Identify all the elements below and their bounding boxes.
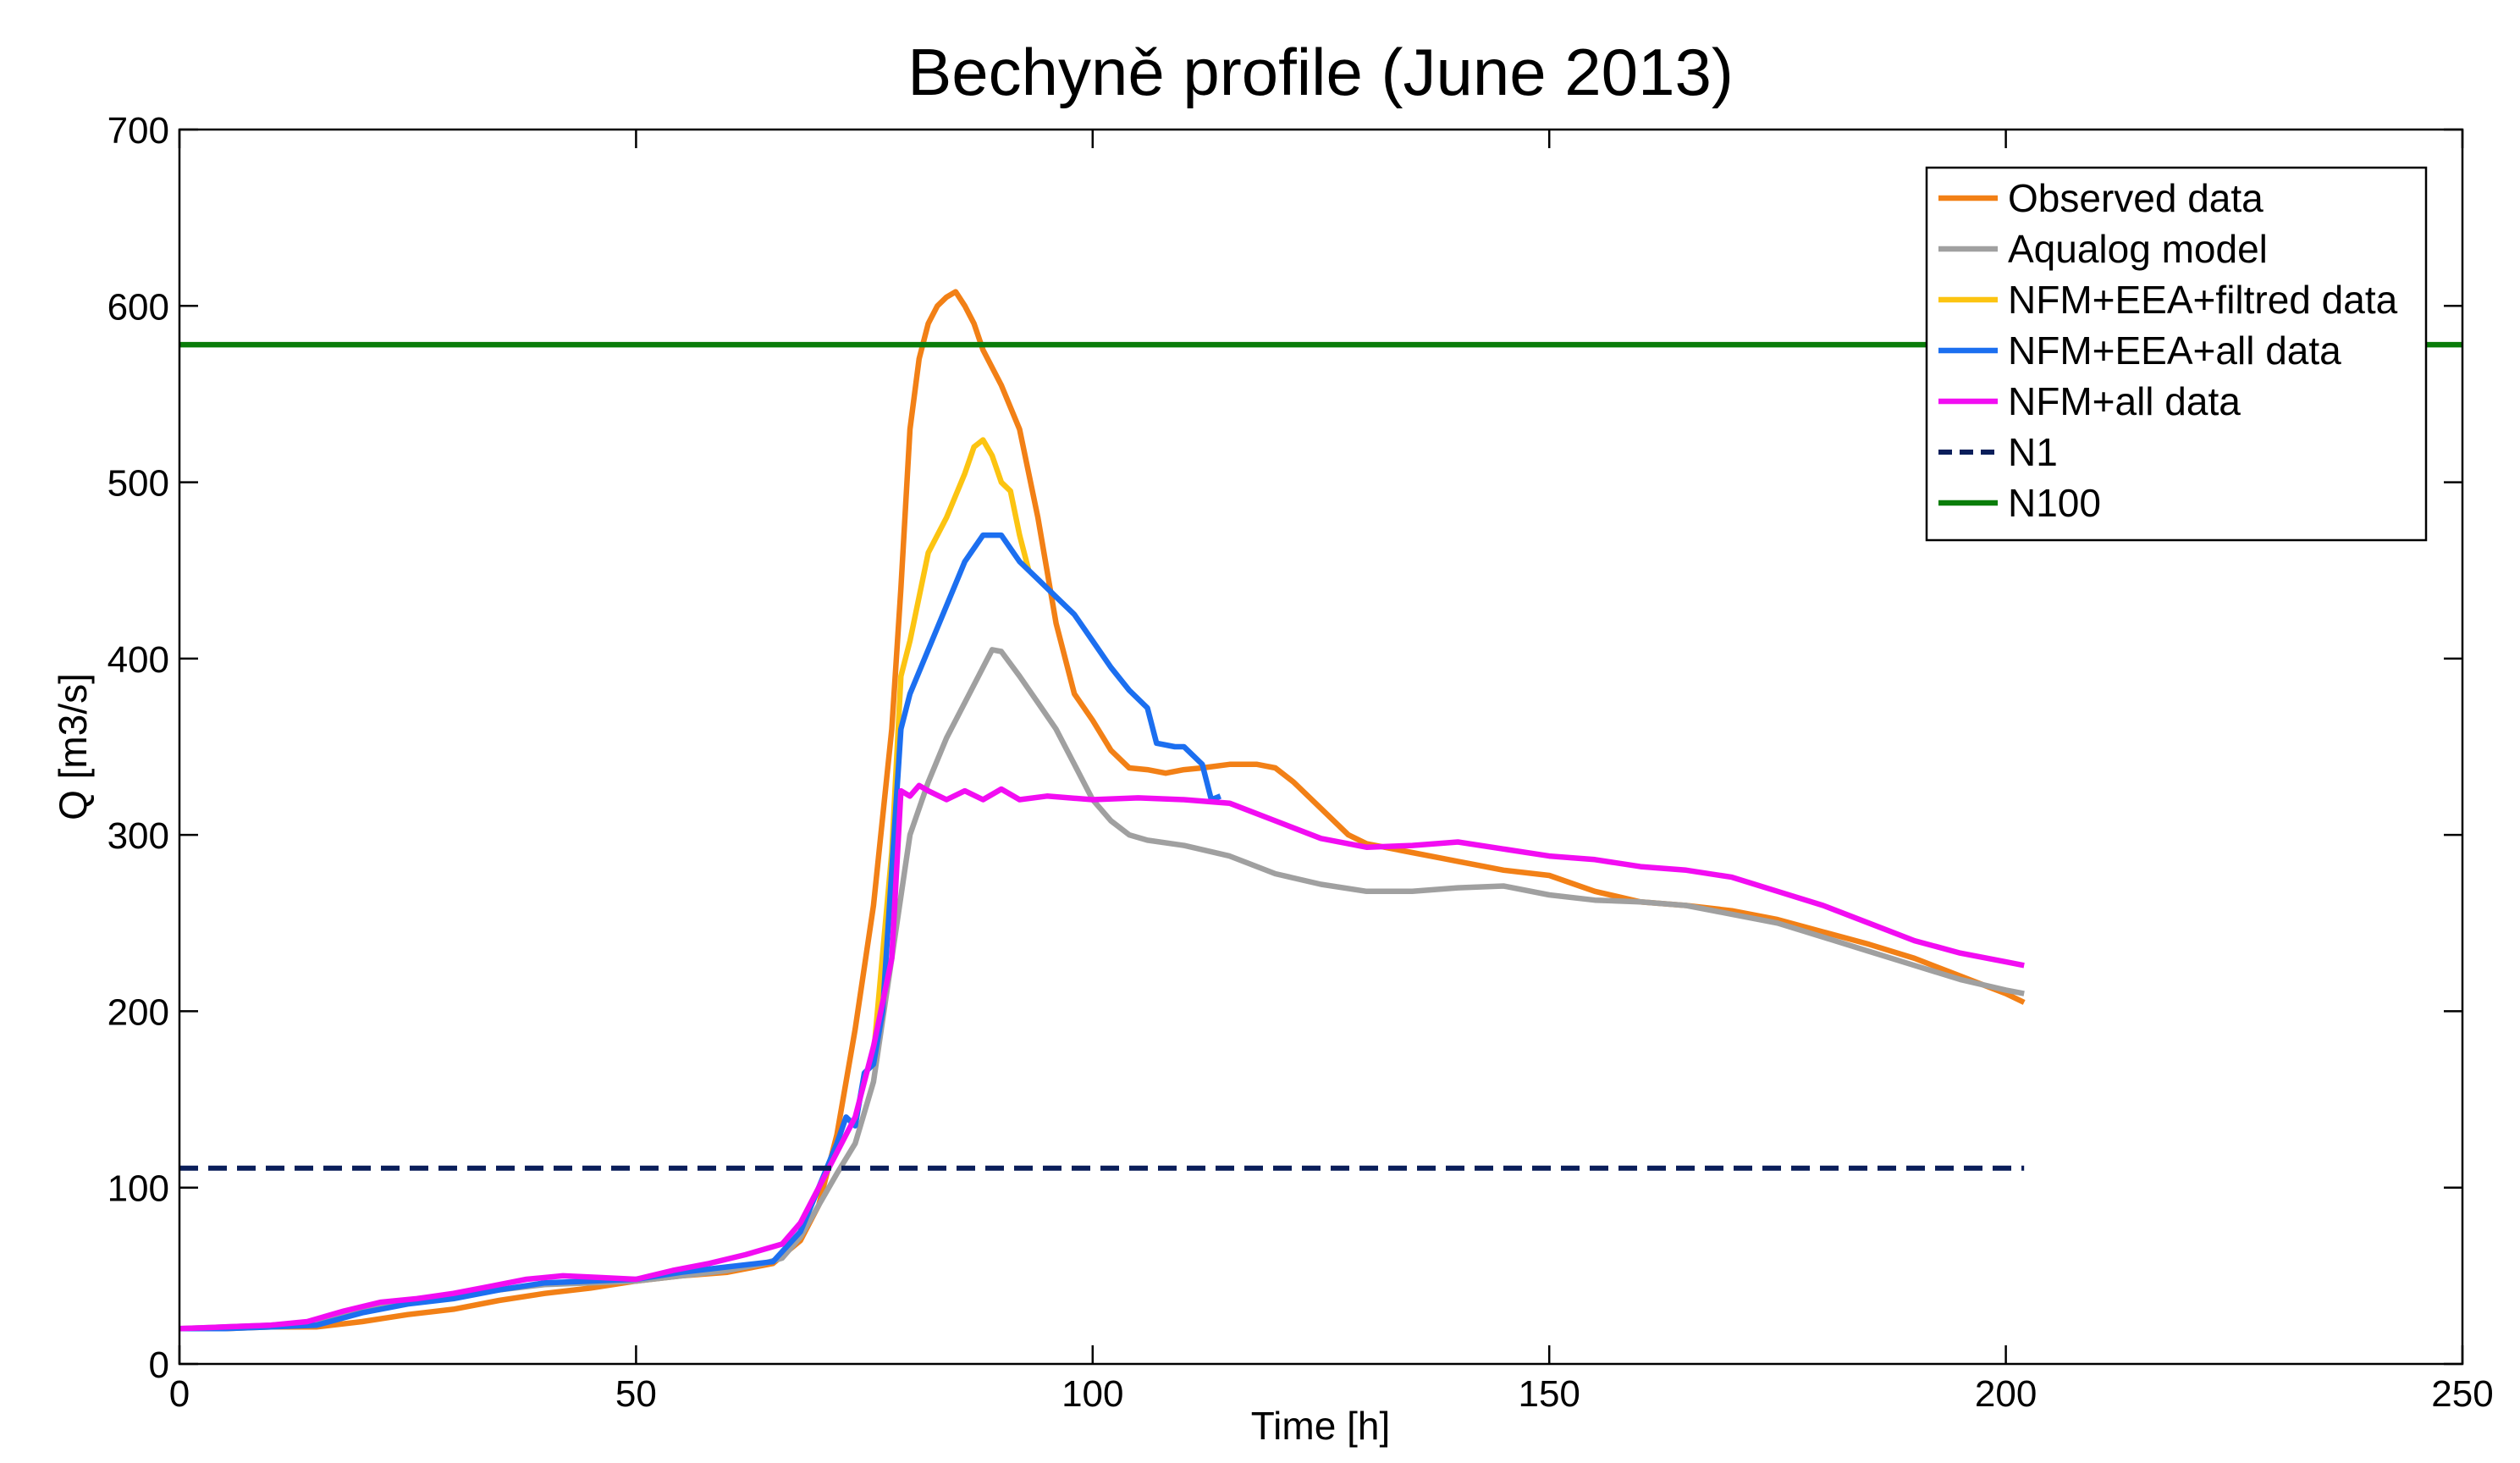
y-tick-label: 700	[108, 110, 169, 152]
x-tick-label: 100	[1061, 1373, 1123, 1415]
x-tick-label: 50	[615, 1373, 657, 1415]
plot-frame	[178, 128, 2464, 1366]
legend-label: N100	[2008, 481, 2101, 525]
series-line-nfm-all-data	[179, 782, 2025, 1332]
legend: Observed data Aqualog model NFM+EEA+filtre…	[1925, 166, 2428, 542]
legend-label: Aqualog model	[2008, 227, 2268, 271]
y-axis-label: Q [m3/s]	[51, 673, 95, 820]
legend-label: N1	[2008, 430, 2058, 474]
legend-label: Observed data	[2008, 176, 2264, 220]
legend-box	[1925, 166, 2428, 542]
y-tick-label: 300	[108, 815, 169, 857]
series-line-nfm-eea-filtred-data	[870, 437, 1032, 1056]
x-tick-label: 0	[169, 1373, 190, 1415]
tick-layer: 0 50 100 150 200 250 0 100 200 300 400 500 600 700	[108, 110, 2494, 1415]
y-tick-label: 600	[108, 286, 169, 328]
x-tick-label: 150	[1518, 1373, 1580, 1415]
y-tick-label: 0	[149, 1344, 169, 1386]
x-tick-label: 250	[2431, 1373, 2493, 1415]
series-layer	[179, 289, 2462, 1332]
y-tick-label: 400	[108, 639, 169, 681]
series-line-nfm-eea-all-data	[179, 532, 1221, 1332]
y-tick-label: 100	[108, 1168, 169, 1210]
y-tick-label: 200	[108, 991, 169, 1033]
legend-label: NFM+EEA+all data	[2008, 328, 2341, 373]
legend-label: NFM+EEA+filtred data	[2008, 278, 2398, 322]
chart-title: Bechyně profile (June 2013)	[907, 35, 1734, 109]
x-tick-label: 200	[1975, 1373, 2037, 1415]
legend-label: NFM+all data	[2008, 379, 2241, 423]
x-axis-label: Time [h]	[1251, 1404, 1390, 1448]
y-tick-label: 500	[108, 463, 169, 505]
